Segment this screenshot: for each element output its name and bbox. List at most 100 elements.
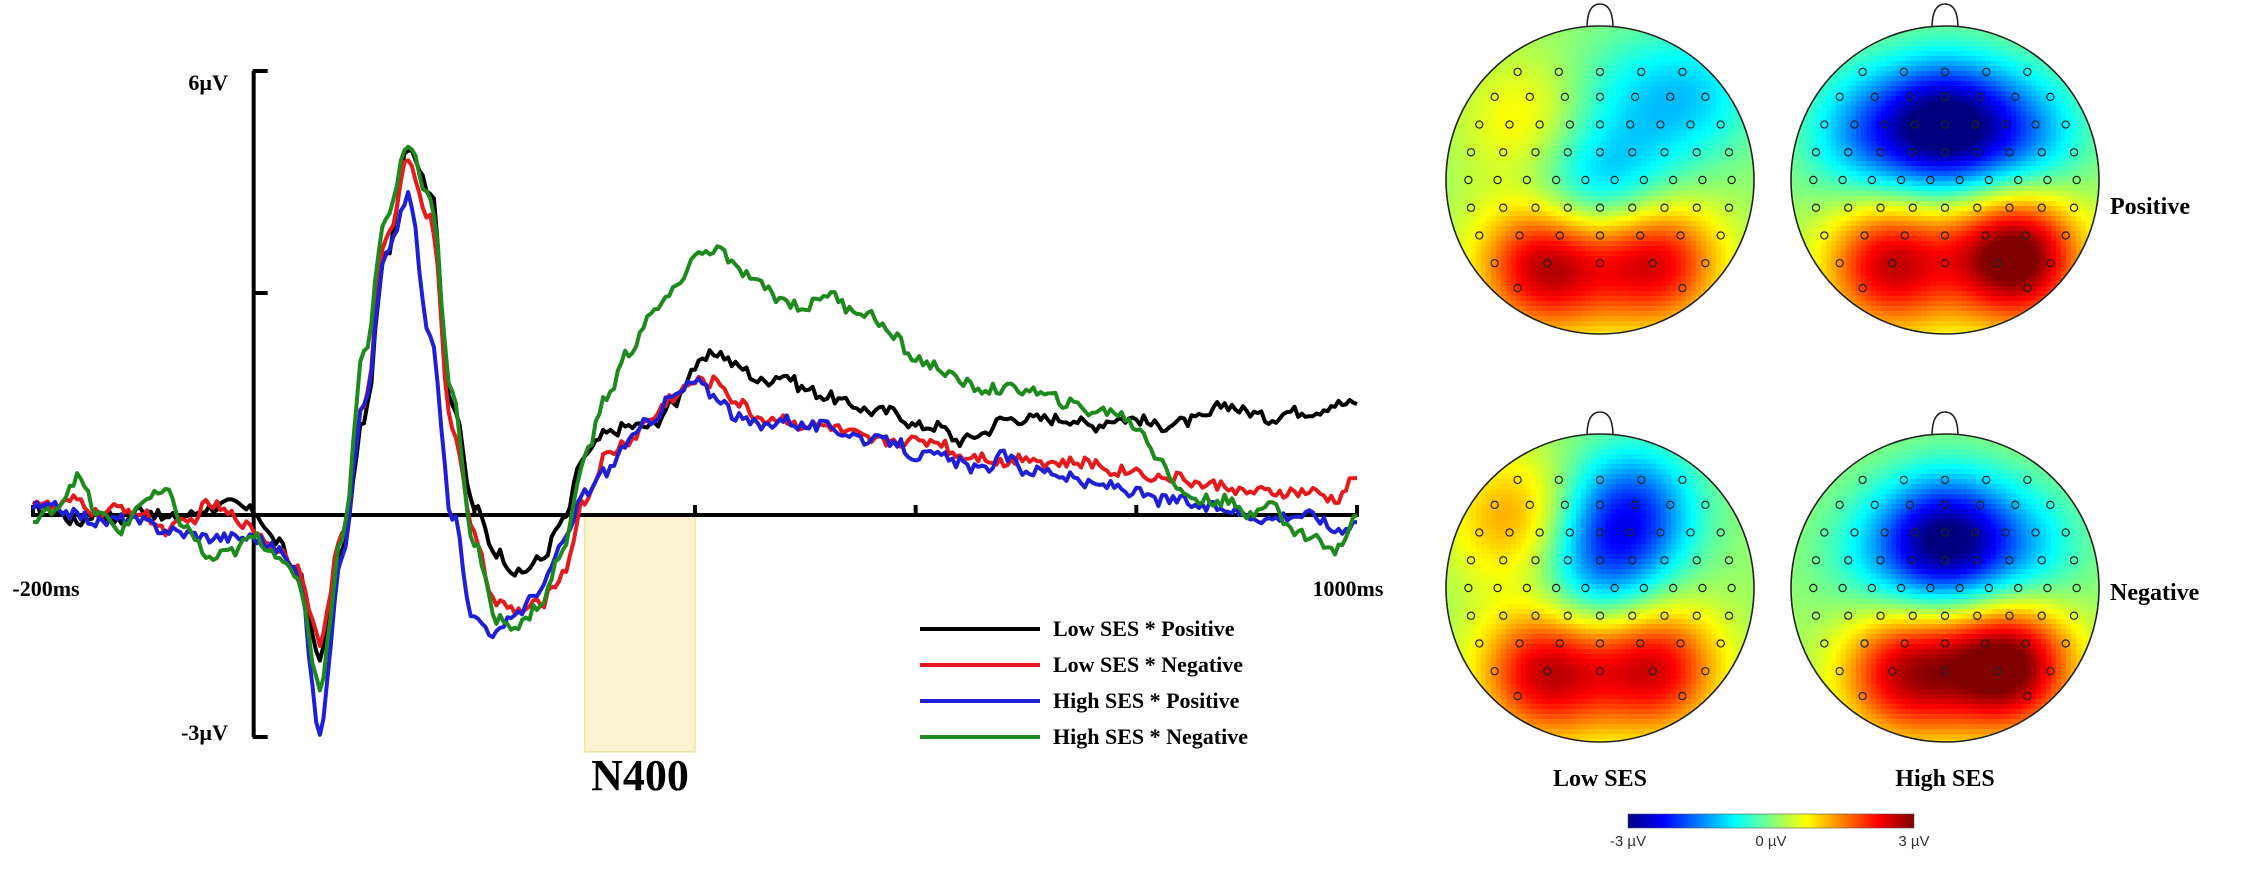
electrode-marker (2013, 175, 2023, 185)
electrode-marker (1466, 611, 1476, 620)
electrode-marker (2069, 611, 2079, 620)
electrode-marker (1678, 691, 1687, 701)
colorbar: -3 µV 0 µV 3 µV (1610, 813, 1930, 850)
electrode-marker (1908, 148, 1917, 157)
electrode-marker (1940, 148, 1950, 157)
electrode-marker (1701, 500, 1710, 510)
electrode-marker (1625, 528, 1635, 537)
electrode-marker (1838, 583, 1847, 593)
electrode-marker (2005, 148, 2014, 157)
electrode-marker (1973, 556, 1982, 565)
electrode-marker (1513, 475, 1522, 485)
electrode-marker (2037, 556, 2046, 565)
electrode-marker (1940, 258, 1950, 268)
electrode-marker (1701, 258, 1710, 268)
row-label-positive: Positive (2110, 194, 2190, 220)
electrode-marker (1610, 175, 1619, 185)
electrode-marker (1525, 92, 1534, 102)
electrode-marker (1820, 120, 1829, 129)
electrode-marker (1630, 92, 1640, 102)
electrode-marker (1563, 556, 1572, 565)
electrode-marker (1595, 611, 1605, 620)
electrode-marker (1475, 231, 1484, 240)
n400-window (583, 514, 696, 753)
x-axis-max-label: 1000ms (1313, 576, 1384, 601)
waveform-high-ses-negative (32, 144, 1358, 693)
electrode-marker (1554, 475, 1564, 485)
electrode-marker (1880, 120, 1889, 129)
electrode-marker (1811, 148, 1821, 157)
electrode-marker (2011, 92, 2020, 102)
electrode-marker (1867, 583, 1877, 593)
electrode-marker (1595, 500, 1605, 510)
electrode-marker (1910, 528, 1920, 537)
electrode-marker (1981, 475, 1991, 485)
electrode-marker (1809, 583, 1818, 593)
y-axis-max-label: 6µV (188, 70, 228, 95)
electrode-marker (1493, 175, 1502, 185)
electrode-marker (1656, 528, 1665, 537)
electrode-marker (1551, 175, 1561, 185)
n400-label: N400 (591, 751, 689, 800)
electrode-marker (1888, 258, 1897, 268)
electrode-marker (2072, 583, 2081, 593)
electrode-marker (1905, 500, 1915, 510)
electrode-marker (2023, 475, 2032, 485)
electrode-marker (1940, 203, 1950, 212)
electrode-marker (1900, 639, 1909, 648)
electrode-marker (2021, 639, 2030, 648)
electrode-marker (1563, 148, 1572, 157)
electrode-marker (2013, 583, 2023, 593)
colorbar-min-label: -3 µV (1610, 833, 1646, 850)
electrode-marker (1820, 231, 1829, 240)
electrode-marker (1464, 175, 1473, 185)
electrode-marker (2046, 666, 2055, 676)
electrode-marker (1639, 175, 1649, 185)
electrode-marker (1499, 556, 1508, 565)
electrode-marker (1581, 583, 1590, 593)
electrode-marker (1660, 148, 1669, 157)
topomap-high-ses-negative (1790, 411, 2100, 743)
scalp-field (1791, 434, 2099, 742)
electrode-marker (1678, 283, 1687, 293)
electrode-marker (1636, 639, 1645, 648)
electrode-marker (1554, 67, 1564, 77)
electrode-marker (1984, 175, 1994, 185)
legend-label-low-ses-negative: Low SES * Negative (1053, 652, 1243, 677)
electrode-marker (1639, 583, 1649, 593)
electrode-marker (1490, 92, 1499, 102)
electrode-marker (1727, 175, 1736, 185)
head-outline (1445, 25, 1755, 335)
electrode-marker (1610, 583, 1619, 593)
electrode-marker (1531, 203, 1540, 212)
y-axis-min-label: -3µV (181, 720, 228, 745)
electrode-marker (1531, 556, 1540, 565)
electrode-marker (1565, 528, 1575, 537)
electrode-marker (1880, 528, 1889, 537)
colorbar-max-label: 3 µV (1898, 833, 1929, 850)
electrode-marker (1850, 528, 1859, 537)
electrode-marker (1560, 500, 1570, 510)
electrode-marker (1543, 258, 1552, 268)
electrode-marker (1493, 583, 1502, 593)
electrode-marker (1625, 120, 1635, 129)
waveform-low-ses-positive (32, 148, 1358, 663)
electrode-marker (2069, 148, 2079, 157)
electrode-marker (1716, 231, 1725, 240)
electrode-marker (1970, 120, 1980, 129)
electrode-marker (2061, 231, 2070, 240)
electrode-marker (1515, 231, 1524, 240)
electrode-marker (1870, 92, 1879, 102)
electrode-marker (1543, 666, 1552, 676)
electrode-marker (1973, 611, 1982, 620)
electrode-marker (1522, 175, 1532, 185)
electrode-marker (2069, 203, 2079, 212)
electrode-marker (1727, 583, 1736, 593)
electrode-marker (1648, 666, 1657, 676)
electrode-marker (1525, 500, 1534, 510)
electrode-marker (1940, 92, 1950, 102)
electrode-marker (2001, 120, 2010, 129)
electrode-marker (1926, 175, 1935, 185)
electrode-marker (1905, 92, 1915, 102)
electrode-marker (1595, 258, 1605, 268)
